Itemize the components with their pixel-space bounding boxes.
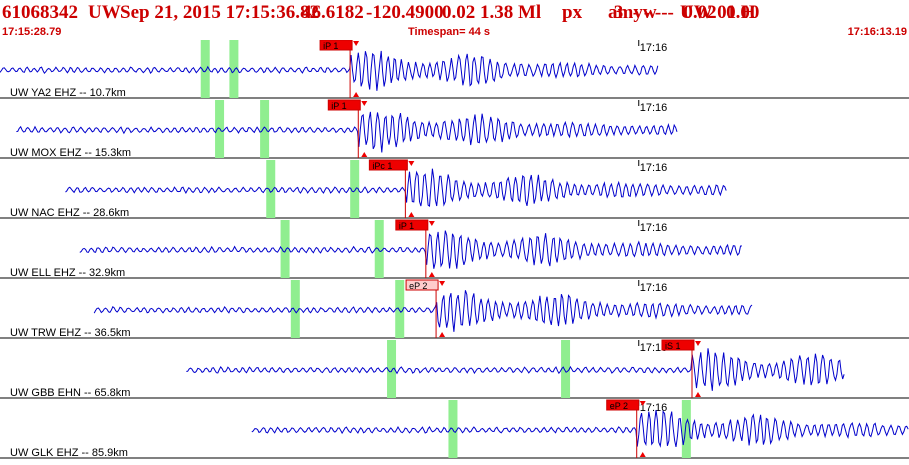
event-id: 61068342 (2, 2, 78, 23)
waveform (65, 168, 727, 208)
event-latitude: 46.6182 (302, 2, 364, 23)
amplitude-marker-top (353, 41, 360, 46)
waveform (0, 50, 659, 91)
waveform (16, 111, 678, 153)
start-time: 17:15:28.79 (2, 26, 62, 38)
pick-label-box[interactable] (395, 219, 429, 231)
time-tick-label: 17:16 (640, 402, 668, 414)
station-label: UW GLK EHZ -- 85.9km (10, 447, 128, 459)
station-label: UW MOX EHZ -- 15.3km (10, 147, 131, 159)
waveform (79, 230, 742, 269)
trace-row[interactable]: 17:16 iP 1 UW YA2 EHZ -- 10.7km (0, 39, 909, 99)
event-source: UW 01 H (680, 2, 756, 23)
phase-window-marker (290, 280, 300, 338)
pick-label-box[interactable] (661, 339, 695, 351)
pick-label-box[interactable] (368, 159, 408, 171)
event-tail-value: 0.00 (726, 2, 760, 23)
event-datetime: Sep 21, 2015 17:15:36.82 (120, 2, 319, 23)
amplitude-marker-top (439, 281, 446, 286)
trace-row[interactable]: 17:16 iP 1 UW MOX EHZ -- 15.3km (0, 99, 909, 159)
trace-row[interactable]: 17:16 eP 2 UW TRW EHZ -- 36.5km (0, 279, 909, 339)
phase-window-marker (260, 100, 270, 158)
time-tick-label: 17:16 (640, 102, 668, 114)
end-time: 17:16:13.19 (847, 26, 907, 38)
amplitude-marker-bottom (428, 272, 435, 277)
station-label: UW TRW EHZ -- 36.5km (10, 327, 131, 339)
trace-row[interactable]: 17:16 iPc 1 UW NAC EHZ -- 28.6km (0, 159, 909, 219)
phase-window-marker (229, 40, 239, 98)
phase-window-marker (200, 40, 210, 98)
amplitude-marker-bottom (353, 92, 360, 97)
amplitude-marker-top (694, 341, 701, 346)
event-header: 61068342 UW Sep 21, 2015 17:15:36.82 46.… (0, 0, 909, 40)
event-type: px (562, 2, 583, 23)
pick-label-box[interactable] (405, 279, 439, 291)
event-magnitude: 1.38 Ml (480, 2, 542, 23)
phase-window-marker (387, 340, 397, 398)
event-summary-line: 61068342 UW Sep 21, 2015 17:15:36.82 46.… (2, 0, 907, 338)
waveform (186, 348, 845, 391)
station-label: UW NAC EHZ -- 28.6km (10, 207, 129, 219)
event-count-text: 3 (613, 2, 624, 23)
timespan-label: Timespan= 44 s (408, 26, 491, 38)
phase-window-marker (280, 220, 290, 278)
event-dashes: - - --- (632, 2, 674, 23)
pick-label: iP 1 (323, 41, 338, 51)
phase-window-marker (561, 340, 571, 398)
event-rms: 0.02 (683, 2, 717, 23)
pick-label-box[interactable] (327, 99, 361, 111)
pick-label: eP 2 (409, 281, 427, 291)
phase-window-marker (350, 160, 360, 218)
event-longitude: -120.4900 (366, 2, 444, 23)
amplitude-marker-top (639, 401, 646, 406)
amplitude-marker-top (408, 161, 415, 166)
pick-label: iPc 1 (372, 161, 392, 171)
event-author: amyw (608, 2, 657, 23)
amplitude-marker-bottom (408, 212, 415, 217)
time-tick-label: 17:16 (640, 222, 668, 234)
pick-label-box[interactable] (606, 399, 640, 411)
pick-label: iS 1 (665, 341, 681, 351)
seismogram-plot[interactable]: 17:16 iP 1 UW YA2 EHZ -- 10.7km 17:16 iP 1 UW… (0, 39, 909, 460)
amplitude-marker-top (361, 101, 368, 106)
amplitude-marker-bottom (439, 332, 446, 337)
phase-window-marker (395, 280, 405, 338)
trace-row[interactable]: 17:16 eP 2 UW GLK EHZ -- 85.9km (0, 399, 909, 459)
amplitude-marker-bottom (694, 392, 701, 397)
phase-window-marker (266, 160, 276, 218)
event-depth: 0.02 (442, 2, 476, 23)
waveform (93, 290, 753, 332)
event-network: UW (88, 2, 121, 23)
time-tick-label: 17:16 (640, 282, 668, 294)
station-label: UW YA2 EHZ -- 10.7km (10, 87, 126, 99)
trace-row[interactable]: 17:16 iP 1 UW ELL EHZ -- 32.9km (0, 219, 909, 279)
station-label: UW GBB EHN -- 65.8km (10, 387, 130, 399)
time-tick-label: 17:16 (640, 42, 668, 54)
station-label: UW ELL EHZ -- 32.9km (10, 267, 125, 279)
waveform (251, 409, 909, 448)
amplitude-marker-bottom (361, 152, 368, 157)
pick-label: iP 1 (331, 101, 346, 111)
time-tick-label: 17:16 (640, 342, 668, 354)
amplitude-marker-bottom (639, 452, 646, 457)
phase-window-marker (374, 220, 384, 278)
pick-label: iP 1 (399, 221, 414, 231)
amplitude-marker-top (428, 221, 435, 226)
pick-label-box[interactable] (319, 39, 353, 51)
phase-window-marker (681, 400, 691, 458)
time-tick-label: 17:16 (640, 162, 668, 174)
event-tail-fields: 3 - - --- 0.02 0.00 (614, 0, 760, 26)
pick-label: eP 2 (610, 401, 628, 411)
seismogram-panel[interactable]: 17:16 iP 1 UW YA2 EHZ -- 10.7km 17:16 iP 1 UW… (0, 39, 909, 460)
